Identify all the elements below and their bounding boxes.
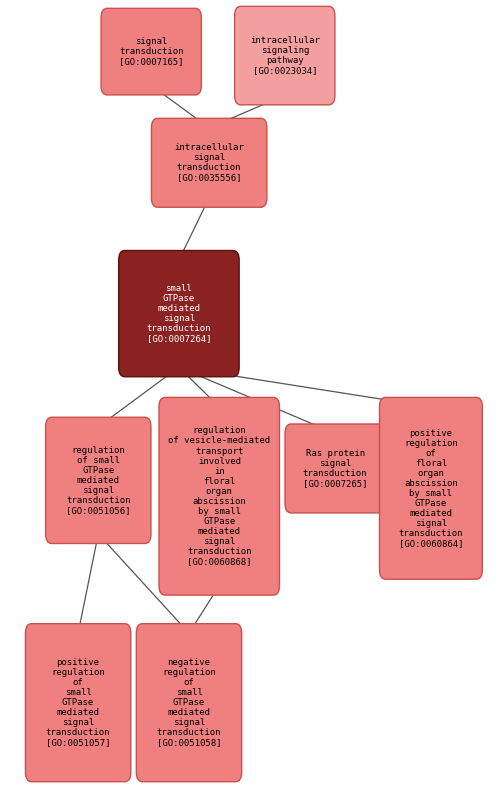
FancyBboxPatch shape: [101, 9, 201, 94]
Text: Ras protein
signal
transduction
[GO:0007265]: Ras protein signal transduction [GO:0007…: [303, 449, 367, 488]
FancyBboxPatch shape: [25, 624, 131, 781]
Text: intracellular
signaling
pathway
[GO:0023034]: intracellular signaling pathway [GO:0023…: [250, 36, 320, 75]
Text: negative
regulation
of
small
GTPase
mediated
signal
transduction
[GO:0051058]: negative regulation of small GTPase medi…: [157, 658, 221, 747]
FancyBboxPatch shape: [118, 251, 239, 377]
Text: signal
transduction
[GO:0007165]: signal transduction [GO:0007165]: [119, 37, 183, 66]
FancyBboxPatch shape: [380, 397, 482, 580]
Text: intracellular
signal
transduction
[GO:0035556]: intracellular signal transduction [GO:00…: [174, 143, 244, 183]
FancyBboxPatch shape: [151, 118, 267, 207]
FancyBboxPatch shape: [136, 624, 241, 781]
Text: positive
regulation
of
floral
organ
abscission
by small
GTPase
mediated
signal
t: positive regulation of floral organ absc…: [399, 429, 463, 548]
FancyBboxPatch shape: [234, 6, 335, 105]
Text: small
GTPase
mediated
signal
transduction
[GO:0007264]: small GTPase mediated signal transductio…: [147, 284, 211, 343]
FancyBboxPatch shape: [285, 424, 385, 513]
FancyBboxPatch shape: [46, 418, 151, 543]
Text: positive
regulation
of
small
GTPase
mediated
signal
transduction
[GO:0051057]: positive regulation of small GTPase medi…: [46, 658, 110, 747]
FancyBboxPatch shape: [159, 397, 279, 596]
Text: regulation
of small
GTPase
mediated
signal
transduction
[GO:0051056]: regulation of small GTPase mediated sign…: [66, 445, 131, 515]
Text: regulation
of vesicle-mediated
transport
involved
in
floral
organ
abscission
by : regulation of vesicle-mediated transport…: [168, 426, 270, 566]
